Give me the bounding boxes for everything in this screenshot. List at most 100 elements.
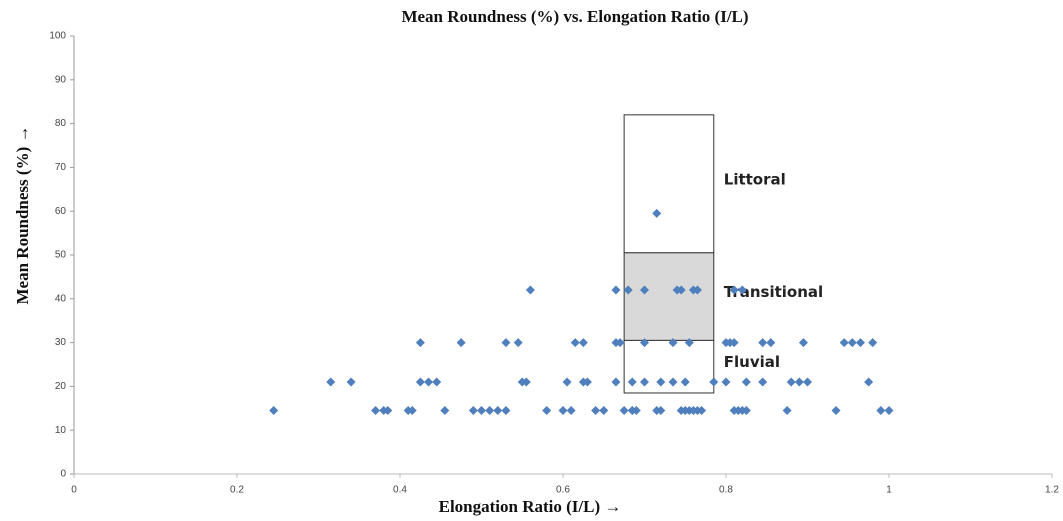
data-point <box>766 338 776 348</box>
y-tick-label: 10 <box>55 425 67 436</box>
data-point <box>876 405 886 415</box>
data-point <box>831 405 841 415</box>
data-point <box>668 377 678 387</box>
data-point <box>758 377 768 387</box>
data-point <box>424 377 434 387</box>
data-point <box>741 405 751 415</box>
data-point <box>798 338 808 348</box>
data-point <box>542 405 552 415</box>
y-tick-label: 40 <box>55 293 67 304</box>
data-point <box>501 338 511 348</box>
data-point <box>692 285 702 295</box>
data-point <box>570 338 580 348</box>
data-point <box>619 405 629 415</box>
data-point <box>697 405 707 415</box>
data-point <box>782 405 792 415</box>
data-point <box>477 405 486 415</box>
y-tick-label: 0 <box>60 469 66 480</box>
data-point <box>729 338 739 348</box>
data-point <box>493 405 503 415</box>
data-point <box>269 405 279 415</box>
data-point <box>615 338 625 348</box>
data-point <box>709 377 719 387</box>
x-tick-label: 1.2 <box>1045 485 1059 496</box>
data-point <box>582 377 592 387</box>
x-tick-label: 0.4 <box>393 485 407 496</box>
x-tick-label: 0.6 <box>556 485 570 496</box>
data-point <box>741 377 751 387</box>
data-point <box>513 338 523 348</box>
data-point <box>407 405 417 415</box>
chart-title: Mean Roundness (%) vs. Elongation Ratio … <box>401 7 748 26</box>
data-point <box>611 377 621 387</box>
data-point <box>415 377 425 387</box>
y-tick-label: 30 <box>55 337 67 348</box>
data-point <box>346 377 356 387</box>
region-label: Fluvial <box>724 353 780 371</box>
data-point <box>794 377 804 387</box>
data-point <box>566 405 576 415</box>
region-label: Transitional <box>724 283 823 301</box>
data-point <box>729 285 739 295</box>
data-point <box>578 338 588 348</box>
data-point <box>525 285 535 295</box>
data-point <box>758 338 768 348</box>
data-point <box>721 377 731 387</box>
data-point <box>591 405 601 415</box>
data-point <box>786 377 796 387</box>
data-point <box>656 405 666 415</box>
data-point <box>627 377 637 387</box>
data-point <box>521 377 531 387</box>
data-point <box>868 338 878 348</box>
data-point <box>640 338 649 348</box>
data-point <box>468 405 478 415</box>
data-point <box>884 405 894 415</box>
data-point <box>652 208 662 218</box>
region-label: Littoral <box>724 170 786 188</box>
x-tick-label: 0 <box>71 485 77 496</box>
data-point <box>656 377 666 387</box>
y-axis-label: Mean Roundness (%) → <box>13 126 32 305</box>
y-tick-label: 50 <box>55 250 67 261</box>
y-tick-label: 20 <box>55 381 67 392</box>
data-point <box>631 405 641 415</box>
data-point <box>623 285 633 295</box>
x-axis-label: Elongation Ratio (I/L) → <box>439 497 622 516</box>
data-point <box>485 405 495 415</box>
data-point <box>668 338 678 348</box>
data-point <box>326 377 336 387</box>
data-point <box>599 405 609 415</box>
region-box <box>623 339 715 394</box>
data-point <box>684 338 694 348</box>
data-point <box>737 285 747 295</box>
data-point <box>415 338 425 348</box>
x-tick-label: 0.2 <box>230 485 244 496</box>
data-point <box>432 377 442 387</box>
data-point <box>864 377 874 387</box>
data-point <box>839 338 849 348</box>
data-point <box>383 405 393 415</box>
y-tick-label: 80 <box>55 118 67 129</box>
x-tick-label: 0.8 <box>719 485 733 496</box>
y-tick-label: 90 <box>55 74 67 85</box>
data-point <box>501 405 511 415</box>
data-point <box>640 377 649 387</box>
data-point <box>855 338 865 348</box>
data-point <box>562 377 572 387</box>
y-tick-label: 100 <box>49 31 66 42</box>
data-point <box>680 377 690 387</box>
data-point <box>558 405 568 415</box>
data-point <box>456 338 466 348</box>
y-tick-label: 70 <box>55 162 67 173</box>
region-box <box>623 114 715 254</box>
data-point <box>803 377 812 387</box>
data-point <box>640 285 649 295</box>
y-tick-label: 60 <box>55 206 67 217</box>
data-point <box>676 285 686 295</box>
data-point <box>440 405 450 415</box>
data-point <box>847 338 857 348</box>
data-point <box>371 405 381 415</box>
data-point <box>611 285 621 295</box>
region-box <box>623 252 715 341</box>
